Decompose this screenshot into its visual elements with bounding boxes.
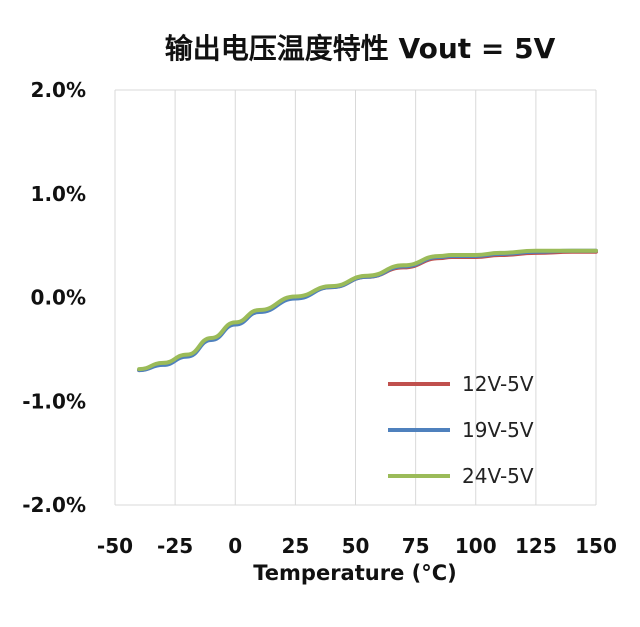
x-tick-label: 125 — [515, 534, 557, 558]
x-tick-label: 100 — [455, 534, 497, 558]
series-lines — [137, 248, 598, 373]
y-tick-label: -1.0% — [22, 389, 86, 413]
x-tick-label: -50 — [97, 534, 133, 558]
y-tick-label: 0.0% — [31, 286, 86, 310]
series-line-24V-5V — [137, 248, 598, 372]
series-line-19V-5V — [137, 248, 598, 373]
x-tick-label: -25 — [157, 534, 193, 558]
y-tick-label: 2.0% — [31, 78, 86, 102]
legend-label: 19V-5V — [462, 418, 534, 442]
legend-label: 24V-5V — [462, 464, 534, 488]
x-axis-ticks: -50 -25 0 25 50 75 100 125 150 — [97, 534, 617, 558]
x-tick-label: 0 — [228, 534, 242, 558]
chart-title: 输出电压温度特性 Vout = 5V — [165, 32, 556, 65]
legend-label: 12V-5V — [462, 372, 534, 396]
x-axis-label: Temperature (°C) — [253, 561, 456, 585]
series-line-12V-5V — [137, 249, 598, 373]
legend: 12V-5V 19V-5V 24V-5V — [388, 372, 534, 488]
y-tick-label: 1.0% — [31, 182, 86, 206]
x-tick-label: 25 — [281, 534, 309, 558]
x-tick-label: 75 — [402, 534, 430, 558]
x-tick-label: 50 — [342, 534, 370, 558]
y-axis-ticks: 2.0% 1.0% 0.0% -1.0% -2.0% — [22, 78, 86, 517]
y-tick-label: -2.0% — [22, 493, 86, 517]
grid — [114, 89, 597, 506]
x-tick-label: 150 — [575, 534, 617, 558]
